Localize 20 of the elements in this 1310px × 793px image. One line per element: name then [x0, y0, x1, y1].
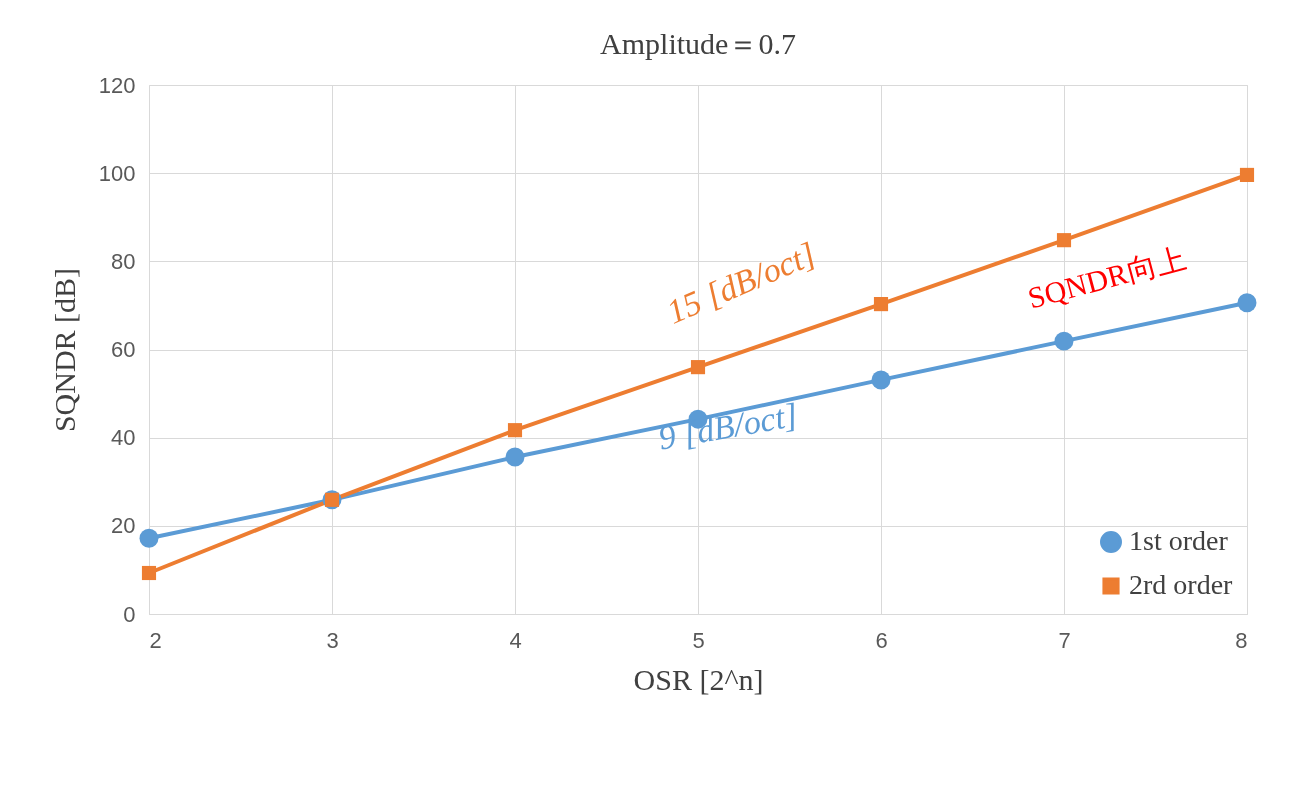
y-tick-label: 60 [111, 337, 136, 362]
x-tick-label: 2 [149, 627, 162, 653]
x-tick-label: 6 [875, 627, 888, 653]
x-tick-label: 5 [692, 627, 705, 653]
y-tick-label: 100 [98, 160, 136, 186]
x-axis-title: OSR [2^n] [633, 662, 764, 696]
y-tick-label: 80 [111, 248, 136, 274]
annotation: SQNDR向上 [1024, 240, 1190, 315]
x-tick-label: 8 [1235, 627, 1248, 653]
x-tick-label: 3 [326, 627, 339, 653]
x-tick-label: 4 [509, 627, 522, 653]
y-tick-label: 20 [111, 513, 136, 539]
chart-title: Amplitude＝0.7 [600, 27, 796, 60]
y-axis-title: SQNDR [dB] [47, 267, 81, 433]
legend-label: 2rd order [1129, 569, 1234, 600]
legend-label: 1st order [1129, 525, 1229, 556]
y-tick-label: 0 [123, 601, 136, 627]
y-tick-label: 40 [111, 425, 136, 451]
y-tick-label: 120 [98, 72, 136, 98]
x-tick-label: 7 [1058, 627, 1071, 653]
